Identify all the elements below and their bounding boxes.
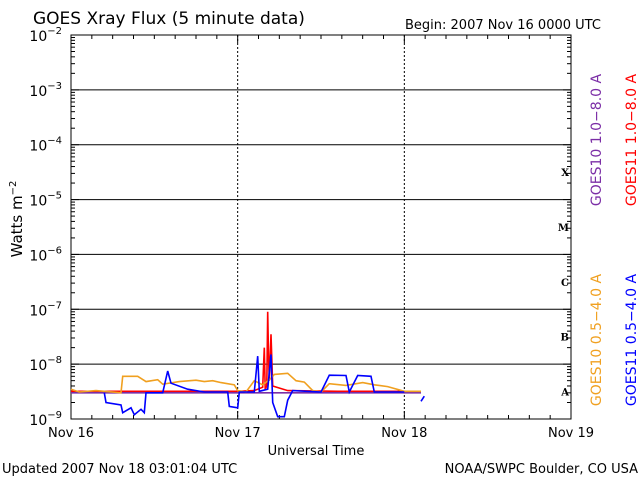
y-tick-exponent: −5 bbox=[47, 191, 62, 202]
y-tick-base: 10 bbox=[29, 303, 47, 319]
series-line-g11_long bbox=[71, 311, 421, 393]
y-tick-labels: 10−210−310−410−510−610−710−810−9 bbox=[29, 26, 62, 429]
y-axis-label-text: Watts m bbox=[8, 195, 26, 257]
legend-entry: GOES10 1.0−8.0 A bbox=[589, 74, 605, 207]
x-tick-label: Nov 17 bbox=[215, 426, 261, 441]
x-axis-label: Universal Time bbox=[268, 444, 365, 459]
y-axis-label-exponent: −2 bbox=[8, 181, 19, 196]
decade-grid bbox=[71, 89, 571, 365]
day-markers bbox=[70, 35, 572, 419]
chart-title: GOES Xray Flux (5 minute data) bbox=[33, 9, 305, 29]
legend-entry: GOES11 0.5−4.0 A bbox=[624, 274, 640, 407]
y-tick-label: 10−5 bbox=[29, 191, 62, 210]
legend-entry: GOES10 0.5−4.0 A bbox=[589, 274, 605, 407]
x-tick-label: Nov 16 bbox=[48, 426, 94, 441]
legend: GOES10 1.0−8.0 A GOES11 1.0−8.0 A GOES10 0… bbox=[589, 74, 640, 407]
y-tick-exponent: −7 bbox=[47, 300, 62, 311]
y-tick-base: 10 bbox=[29, 248, 47, 264]
y-tick-label: 10−3 bbox=[29, 81, 62, 100]
y-tick-exponent: −4 bbox=[47, 136, 62, 147]
y-tick-label: 10−4 bbox=[29, 136, 62, 155]
y-tick-base: 10 bbox=[29, 358, 47, 374]
flare-class-label: C bbox=[561, 278, 569, 289]
x-tick-label: Nov 19 bbox=[548, 426, 594, 441]
y-tick-exponent: −8 bbox=[47, 355, 62, 366]
y-tick-exponent: −2 bbox=[47, 26, 62, 37]
series-line-g11_short bbox=[103, 354, 405, 418]
begin-label: Begin: 2007 Nov 16 0000 UTC bbox=[405, 18, 601, 33]
flare-class-label: M bbox=[558, 223, 569, 234]
updated-label: Updated 2007 Nov 18 03:01:04 UTC bbox=[2, 462, 237, 477]
y-axis-label: Watts m−2 bbox=[8, 181, 26, 258]
y-tick-exponent: −9 bbox=[47, 410, 62, 421]
x-tick-labels: Nov 16 Nov 17 Nov 18 Nov 19 bbox=[48, 426, 594, 441]
credit-label: NOAA/SWPC Boulder, CO USA bbox=[445, 462, 638, 477]
flare-class-labels: X M C B A bbox=[558, 168, 569, 398]
flare-class-label: X bbox=[561, 168, 569, 179]
legend-entry: GOES11 1.0−8.0 A bbox=[624, 74, 640, 207]
series-line-g11_short_tail bbox=[420, 395, 425, 402]
y-tick-base: 10 bbox=[29, 413, 47, 429]
flare-class-label: A bbox=[560, 388, 569, 399]
y-tick-base: 10 bbox=[29, 29, 47, 45]
y-tick-label: 10−7 bbox=[29, 300, 62, 319]
y-tick-base: 10 bbox=[29, 84, 47, 100]
minor-ticks bbox=[71, 34, 571, 420]
y-tick-label: 10−2 bbox=[29, 26, 62, 45]
y-tick-label: 10−9 bbox=[29, 410, 62, 429]
y-tick-label: 10−6 bbox=[29, 245, 62, 264]
plot-frame bbox=[70, 34, 572, 420]
series-layer bbox=[70, 311, 425, 418]
y-tick-label: 10−8 bbox=[29, 355, 62, 374]
x-tick-label: Nov 18 bbox=[381, 426, 427, 441]
y-tick-base: 10 bbox=[29, 194, 47, 210]
flare-class-label: B bbox=[561, 333, 569, 344]
y-tick-base: 10 bbox=[29, 139, 47, 155]
y-tick-exponent: −3 bbox=[47, 81, 62, 92]
y-tick-exponent: −6 bbox=[47, 245, 62, 256]
plot-area bbox=[70, 34, 572, 420]
